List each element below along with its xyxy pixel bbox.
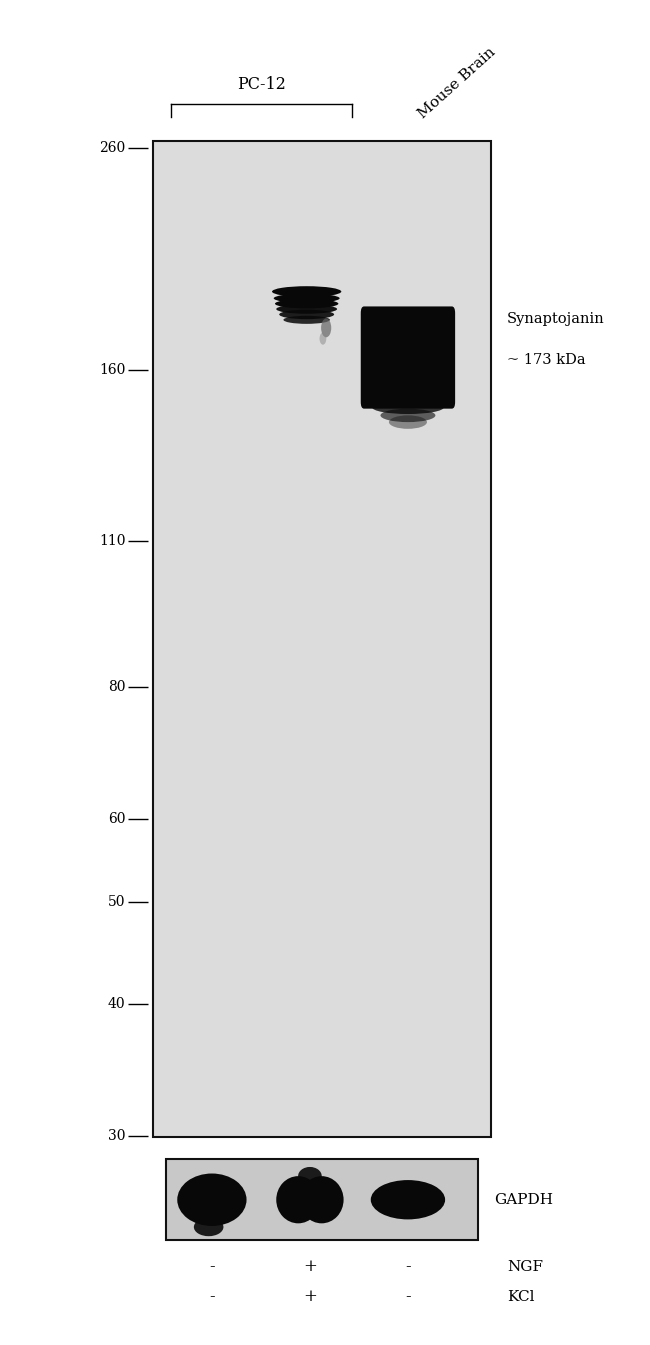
Text: NGF: NGF <box>507 1260 543 1274</box>
FancyBboxPatch shape <box>361 307 455 409</box>
Ellipse shape <box>300 1176 344 1224</box>
Text: 60: 60 <box>108 812 125 826</box>
Ellipse shape <box>321 319 332 338</box>
Ellipse shape <box>276 304 337 313</box>
Ellipse shape <box>280 309 334 319</box>
Ellipse shape <box>177 1173 246 1227</box>
Bar <box>166 1159 478 1240</box>
Ellipse shape <box>298 1167 322 1185</box>
Text: -: - <box>405 1289 411 1305</box>
Ellipse shape <box>283 316 330 324</box>
Ellipse shape <box>284 1185 336 1215</box>
Text: PC-12: PC-12 <box>237 75 286 93</box>
Ellipse shape <box>380 409 436 422</box>
Text: Mouse Brain: Mouse Brain <box>415 44 498 121</box>
Ellipse shape <box>372 401 444 414</box>
Ellipse shape <box>291 1185 316 1215</box>
Text: 50: 50 <box>108 896 125 909</box>
Text: ~ 173 kDa: ~ 173 kDa <box>507 352 586 367</box>
Text: -: - <box>405 1259 411 1275</box>
Text: 80: 80 <box>108 681 125 694</box>
Ellipse shape <box>275 299 339 308</box>
Ellipse shape <box>391 1185 437 1215</box>
Ellipse shape <box>181 1177 232 1223</box>
Text: 260: 260 <box>99 141 125 155</box>
Text: GAPDH: GAPDH <box>494 1193 553 1206</box>
Text: 110: 110 <box>99 534 125 549</box>
Ellipse shape <box>182 1186 241 1213</box>
Text: +: + <box>303 1289 317 1305</box>
Text: 40: 40 <box>108 998 125 1011</box>
Text: -: - <box>209 1289 215 1305</box>
Text: 160: 160 <box>99 363 125 377</box>
Ellipse shape <box>375 1184 428 1216</box>
Text: +: + <box>303 1259 317 1275</box>
Text: KCl: KCl <box>507 1290 534 1303</box>
Text: -: - <box>209 1259 215 1275</box>
Ellipse shape <box>194 1217 224 1236</box>
Text: 30: 30 <box>108 1128 125 1143</box>
Ellipse shape <box>272 286 341 297</box>
Ellipse shape <box>389 416 427 429</box>
Bar <box>153 141 491 1137</box>
Ellipse shape <box>320 332 326 344</box>
Ellipse shape <box>370 1180 445 1220</box>
Ellipse shape <box>274 293 339 303</box>
Text: Synaptojanin: Synaptojanin <box>507 312 604 325</box>
Ellipse shape <box>276 1176 320 1224</box>
